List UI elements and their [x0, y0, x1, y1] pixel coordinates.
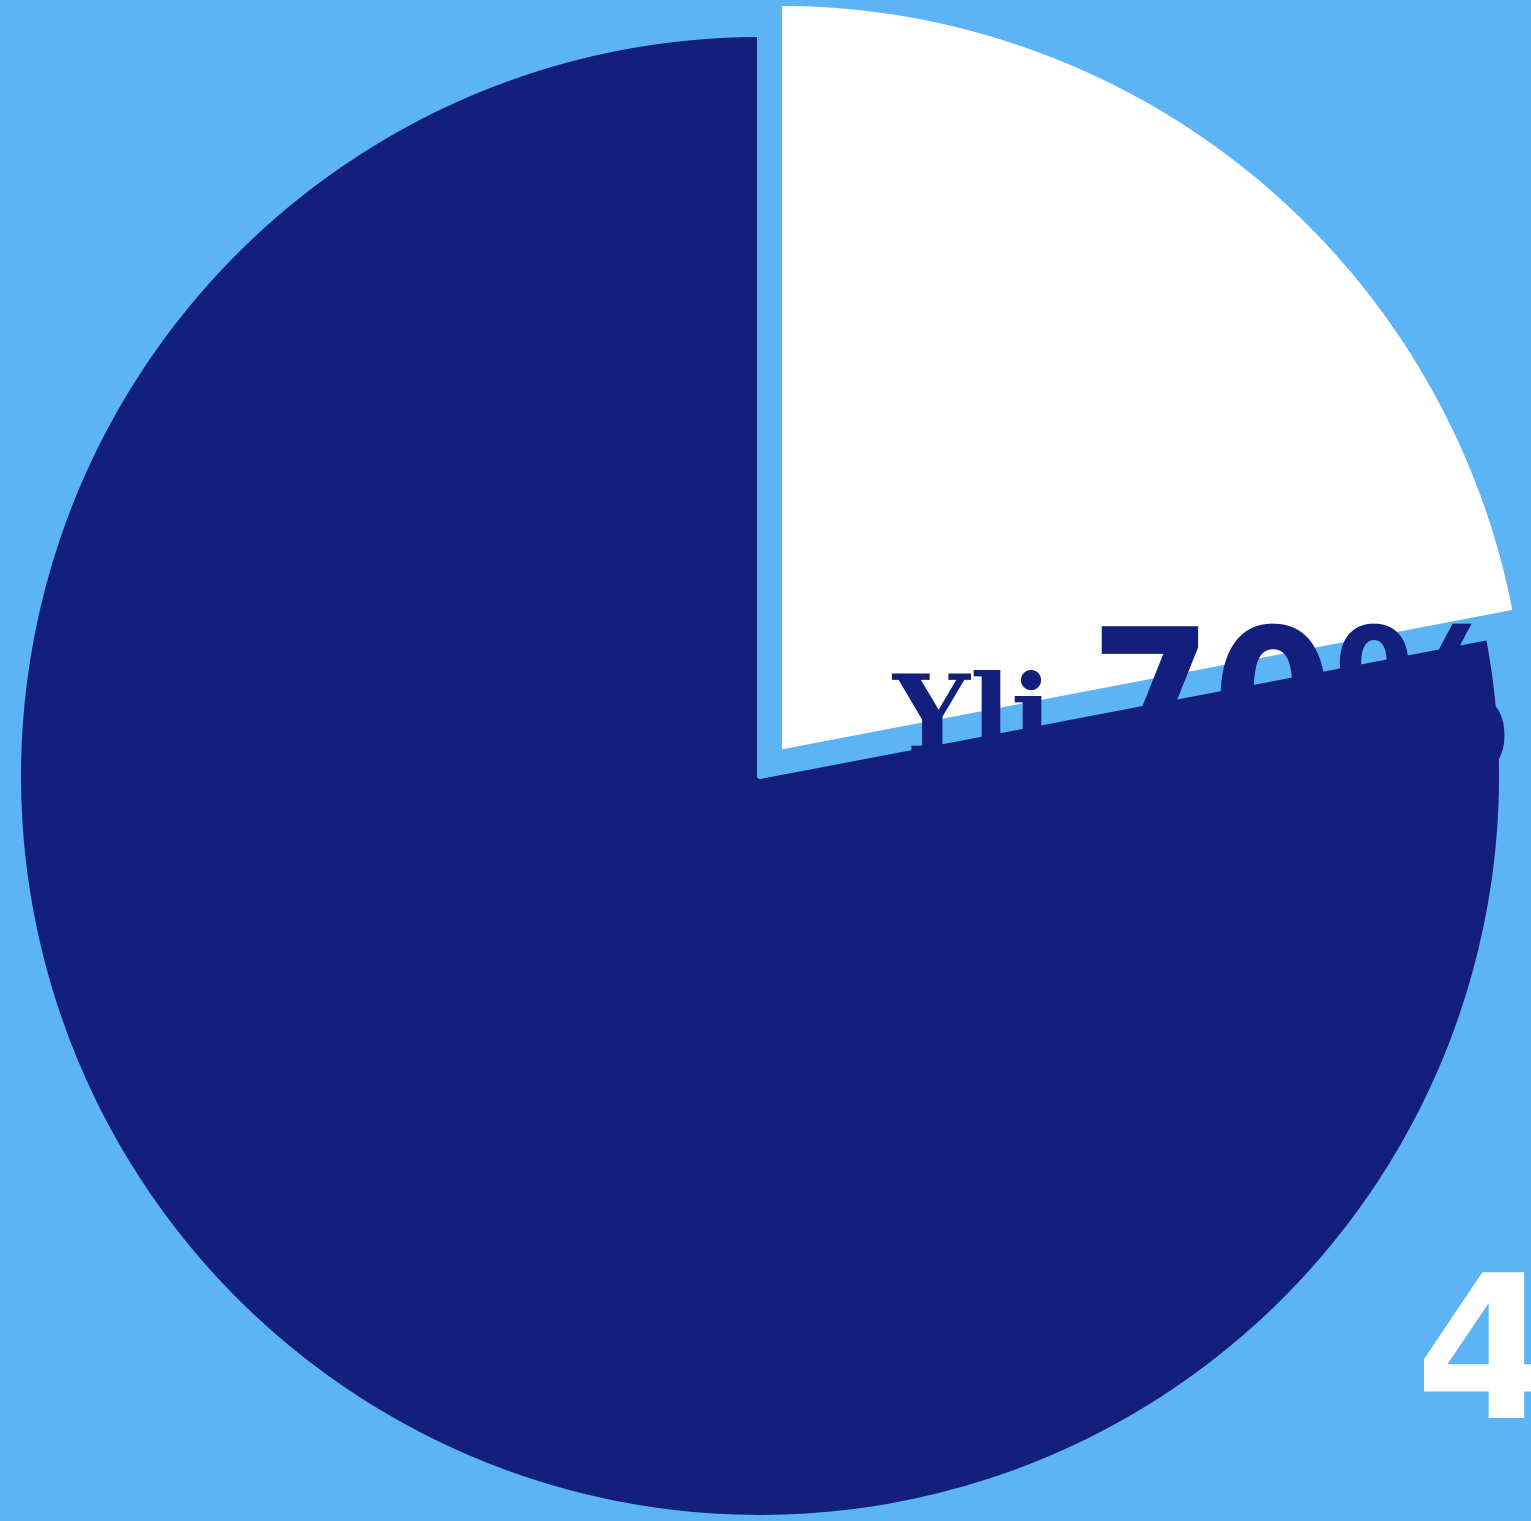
corner-glyph: 4 — [1415, 1233, 1531, 1466]
annotation-prefix: Yli — [892, 652, 1052, 778]
annotation-value: 70% — [1090, 587, 1510, 820]
